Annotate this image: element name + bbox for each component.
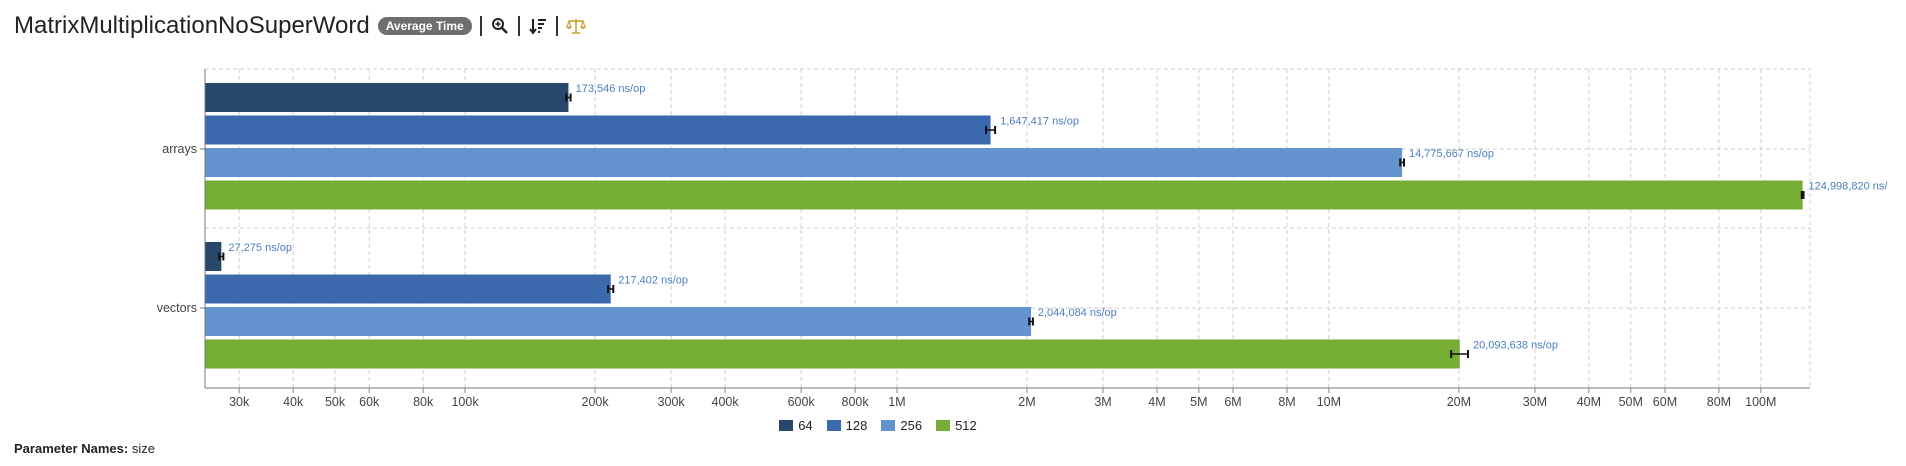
x-tick-label: 40M [1577, 395, 1601, 409]
x-tick-label: 50M [1619, 395, 1643, 409]
category-label: arrays [162, 142, 197, 156]
toolbar-divider [479, 16, 482, 36]
x-tick-label: 800k [842, 395, 870, 409]
bar-128-vectors [205, 274, 611, 304]
bar-chart: 173,546 ns/op 1,647,417 ns/op 14,775,667 n… [157, 68, 1888, 409]
x-tick-label: 80M [1707, 395, 1731, 409]
legend: 64 128 256 512 [0, 418, 1906, 433]
bar-64-vectors [205, 242, 222, 271]
mode-badge[interactable]: Average Time [377, 17, 472, 35]
toolbar-divider [517, 16, 520, 36]
data-label: 20,093,638 ns/op [1473, 340, 1558, 352]
x-tick-label: 1M [888, 395, 905, 409]
data-label: 124,998,820 ns/ [1809, 181, 1889, 193]
x-tick-label: 300k [658, 395, 686, 409]
x-tick-label: 3M [1094, 395, 1111, 409]
legend-item-512[interactable]: 512 [936, 418, 977, 433]
data-label: 2,044,084 ns/op [1038, 307, 1117, 319]
legend-item-128[interactable]: 128 [826, 418, 868, 433]
data-label: 217,402 ns/op [618, 275, 688, 287]
chart-header: MatrixMultiplicationNoSuperWord Average … [14, 6, 587, 46]
x-tick-label: 200k [582, 395, 610, 409]
data-label: 173,546 ns/op [576, 83, 646, 95]
x-tick-label: 30k [229, 395, 250, 409]
legend-item-64[interactable]: 64 [779, 418, 813, 433]
bar-512-vectors [205, 339, 1460, 369]
bar-256-arrays [205, 148, 1403, 177]
x-tick-label: 40k [283, 395, 304, 409]
bar-64-arrays [205, 83, 569, 112]
x-tick-label: 2M [1018, 395, 1035, 409]
legend-swatch [826, 420, 841, 431]
bar-128-arrays [205, 115, 991, 145]
category-label: vectors [157, 301, 197, 315]
legend-label: 512 [955, 418, 977, 433]
parameter-names-value: size [131, 441, 155, 456]
sort-icon[interactable] [527, 15, 549, 37]
scale-balance-icon[interactable] [565, 15, 587, 37]
x-tick-label: 30M [1523, 395, 1547, 409]
data-label: 27,275 ns/op [228, 242, 292, 254]
legend-label: 128 [845, 418, 868, 433]
toolbar-divider [555, 16, 558, 36]
bar-512-arrays [205, 180, 1803, 210]
x-tick-label: 80k [413, 395, 434, 409]
x-tick-label: 50k [325, 395, 346, 409]
x-tick-label: 6M [1224, 395, 1241, 409]
legend-swatch [779, 420, 794, 431]
legend-item-256[interactable]: 256 [881, 418, 922, 433]
x-tick-label: 60k [359, 395, 380, 409]
legend-label: 64 [798, 418, 813, 433]
x-tick-label: 4M [1148, 395, 1165, 409]
bar-256-vectors [205, 307, 1032, 336]
legend-label: 256 [900, 418, 923, 433]
x-tick-label: 10M [1317, 395, 1341, 409]
x-tick-label: 100M [1745, 395, 1776, 409]
parameter-names-label: Parameter Names: [14, 441, 129, 456]
parameter-names: Parameter Names: size [14, 441, 155, 456]
legend-swatch [936, 420, 951, 431]
data-label: 14,775,667 ns/op [1409, 148, 1494, 160]
bars-layer: 173,546 ns/op 1,647,417 ns/op 14,775,667 n… [205, 83, 1888, 369]
zoom-icon[interactable] [489, 15, 511, 37]
x-tick-label: 600k [788, 395, 816, 409]
x-tick-label: 60M [1653, 395, 1677, 409]
data-label: 1,647,417 ns/op [1000, 116, 1079, 128]
page-title: MatrixMultiplicationNoSuperWord [14, 12, 370, 39]
x-tick-label: 8M [1278, 395, 1295, 409]
x-tick-label: 5M [1190, 395, 1207, 409]
axis-layer: 30k 40k 50k 60k 80k 100k 200k 300k 400k 600k 800k 1… [157, 69, 1810, 409]
x-tick-label: 400k [712, 395, 740, 409]
x-tick-label: 20M [1447, 395, 1471, 409]
legend-swatch [881, 420, 896, 431]
x-tick-label: 100k [451, 395, 479, 409]
